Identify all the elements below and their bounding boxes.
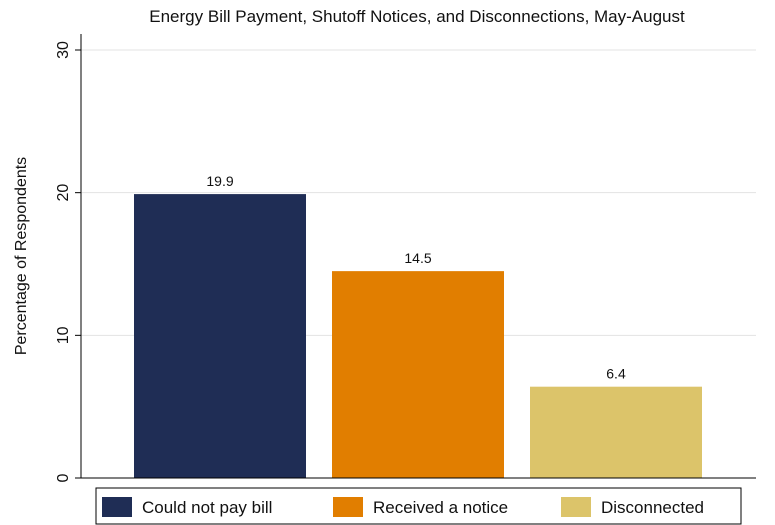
bars: [134, 194, 702, 479]
legend-label: Received a notice: [373, 498, 508, 517]
legend-label: Could not pay bill: [142, 498, 272, 517]
data-label: 14.5: [404, 250, 431, 266]
legend-box: [95, 487, 742, 525]
chart-title: Energy Bill Payment, Shutoff Notices, an…: [149, 7, 685, 26]
bar: [332, 271, 504, 478]
legend-swatch: [561, 497, 591, 517]
legend-swatch: [102, 497, 132, 517]
y-tick-label: 30: [55, 41, 72, 59]
y-tick-label: 20: [55, 184, 72, 202]
y-tick-label: 0: [55, 473, 72, 482]
data-label: 19.9: [206, 173, 233, 189]
legend: Could not pay bill Received a notice Disco…: [102, 497, 704, 517]
y-axis-label: Percentage of Respondents: [13, 157, 30, 355]
y-ticks: 0 10 20 30: [55, 41, 81, 482]
y-tick-label: 10: [55, 326, 72, 344]
legend-label: Disconnected: [601, 498, 704, 517]
data-labels: 19.9 14.5 6.4: [206, 173, 626, 382]
data-label: 6.4: [606, 366, 626, 382]
legend-swatch: [333, 497, 363, 517]
bar: [134, 194, 306, 479]
bar: [530, 386, 702, 478]
